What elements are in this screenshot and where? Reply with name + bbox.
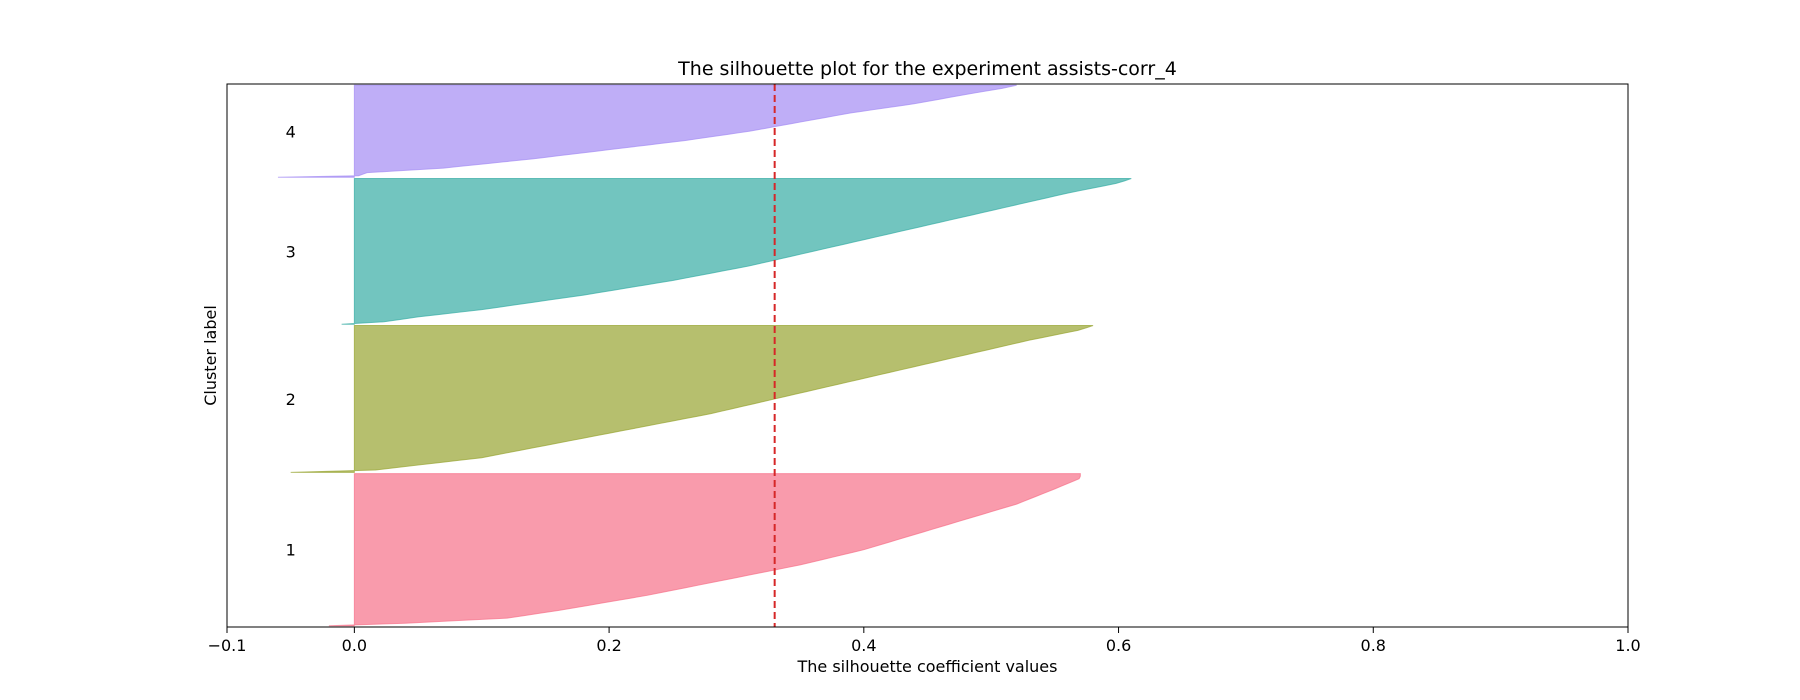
x-tick-label: 0.2 bbox=[596, 636, 621, 655]
cluster-band-1 bbox=[328, 473, 1081, 627]
y-axis-label: Cluster label bbox=[201, 305, 220, 406]
cluster-band-3 bbox=[341, 178, 1132, 325]
cluster-bands bbox=[277, 84, 1132, 627]
cluster-label-2: 2 bbox=[286, 390, 296, 409]
cluster-label-3: 3 bbox=[286, 242, 296, 261]
x-tick-label: 1.0 bbox=[1615, 636, 1640, 655]
plot-frame bbox=[226, 83, 1629, 628]
x-tick-label: 0.6 bbox=[1106, 636, 1131, 655]
x-axis-label: The silhouette coefficient values bbox=[797, 657, 1058, 676]
x-axis-ticks: −0.1 0.0 0.2 0.4 0.6 0.8 1.0 bbox=[208, 627, 1641, 655]
x-tick-label: −0.1 bbox=[208, 636, 247, 655]
cluster-label-1: 1 bbox=[286, 541, 296, 560]
cluster-band-4 bbox=[277, 84, 1017, 178]
x-tick-label: 0.4 bbox=[851, 636, 876, 655]
x-tick-label: 0.0 bbox=[342, 636, 367, 655]
chart-title: The silhouette plot for the experiment a… bbox=[677, 58, 1177, 80]
cluster-band-2 bbox=[290, 324, 1094, 473]
x-tick-label: 0.8 bbox=[1361, 636, 1386, 655]
cluster-labels: 1 2 3 4 bbox=[286, 122, 296, 559]
cluster-label-4: 4 bbox=[286, 122, 296, 141]
